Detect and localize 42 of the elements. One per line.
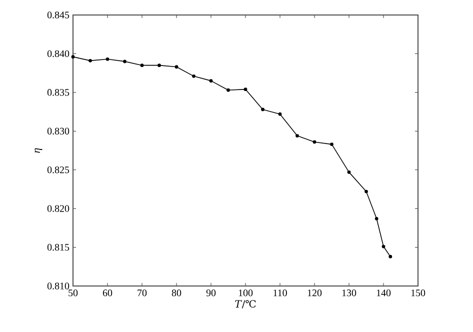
x-axis-title: T/℃ [235, 300, 256, 308]
point [261, 108, 264, 112]
y-tick-label: 0.840 [47, 50, 70, 58]
x-tick-label: 50 [68, 290, 78, 296]
point [209, 79, 213, 83]
point [374, 216, 378, 220]
point [158, 64, 161, 68]
x-tick-label: 120 [308, 290, 322, 296]
point [71, 55, 75, 59]
y-tick-label: 0.835 [47, 89, 70, 96]
x-tick-label: 110 [274, 290, 287, 296]
point [174, 65, 178, 69]
point [226, 88, 230, 92]
x-tick-label: 130 [342, 290, 356, 296]
y-tick-label: 0.820 [47, 205, 70, 212]
x-tick-label: 90 [206, 290, 216, 296]
point [123, 60, 126, 64]
y-tick-label: 0.815 [47, 244, 70, 251]
point [88, 58, 92, 62]
point [244, 88, 248, 92]
point [330, 142, 334, 146]
y-tick-label: 0.845 [47, 12, 70, 18]
y-tick-label: 0.810 [47, 282, 70, 290]
point [106, 57, 110, 61]
y-axis-title: η [34, 148, 42, 153]
y-tick-label: 0.825 [47, 166, 70, 174]
x-tick-label: 70 [138, 290, 147, 296]
x-tick-label: 60 [102, 290, 112, 296]
point [347, 170, 351, 174]
point [192, 74, 196, 78]
point [364, 190, 368, 194]
point [382, 244, 386, 248]
point [278, 112, 282, 116]
x-tick-label: 80 [172, 290, 182, 296]
point [140, 64, 144, 68]
x-tick-label: 140 [376, 290, 391, 296]
point [296, 134, 299, 138]
x-tick-label: 150 [411, 290, 426, 296]
point [312, 140, 316, 144]
x-tick-label: 100 [238, 290, 253, 296]
y-tick-label: 0.830 [47, 128, 70, 135]
point [388, 254, 392, 258]
